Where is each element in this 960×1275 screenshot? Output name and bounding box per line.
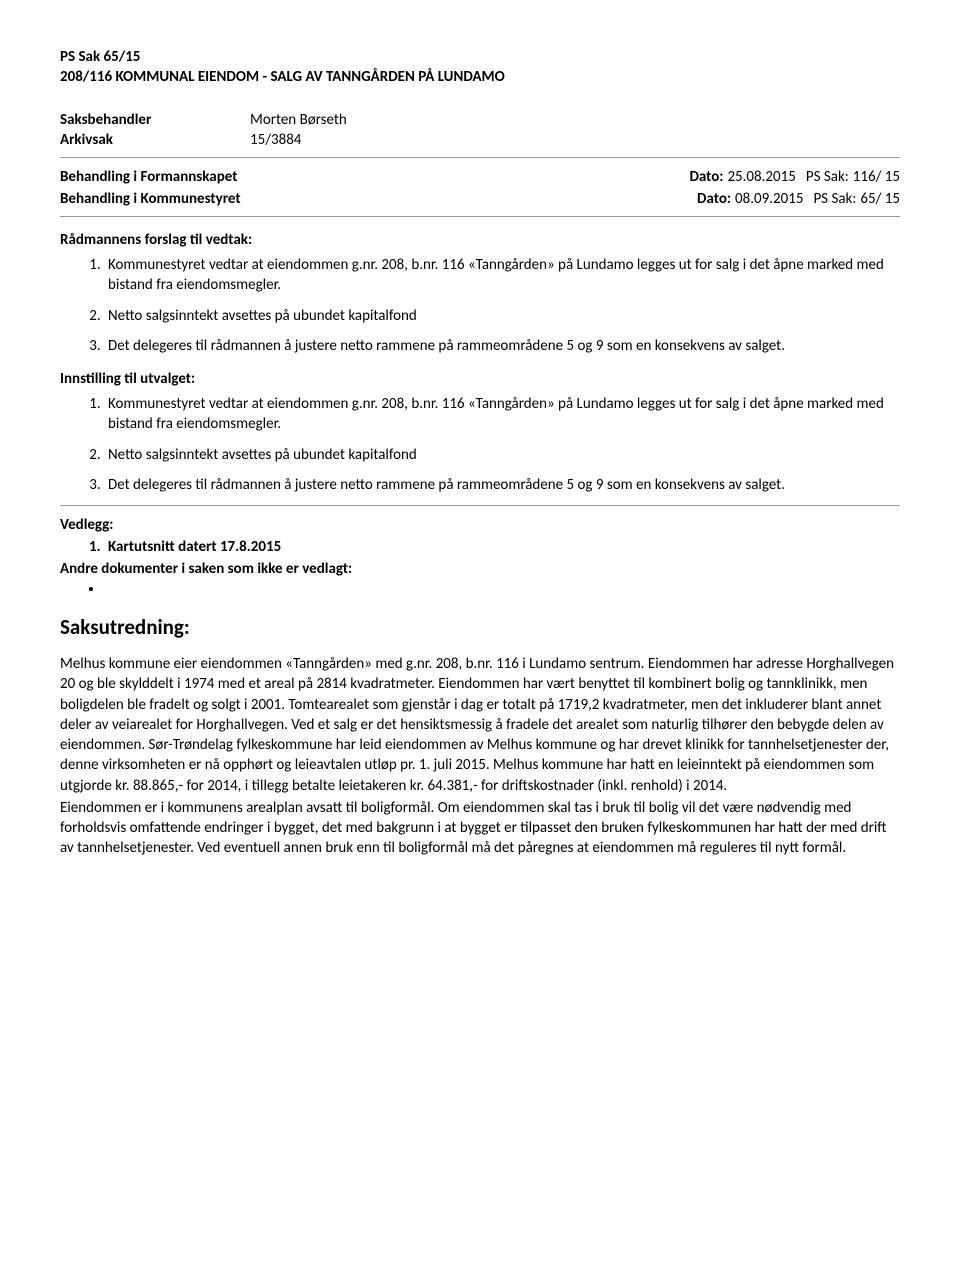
body-paragraph: Melhus kommune eier eiendommen «Tanngård…	[60, 654, 900, 796]
list-item: Kartutsnitt datert 17.8.2015	[104, 538, 900, 556]
list-item: Kommunestyret vedtar at eiendommen g.nr.…	[104, 255, 900, 296]
processing-row: Behandling i Kommunestyret Dato: 08.09.2…	[60, 190, 900, 208]
date-label: Dato:	[689, 168, 723, 186]
sak-label: PS Sak:	[806, 168, 849, 186]
list-item: Det delegeres til rådmannen å justere ne…	[104, 336, 900, 356]
handler-label: Saksbehandler	[60, 111, 250, 129]
radmann-list: Kommunestyret vedtar at eiendommen g.nr.…	[60, 255, 900, 356]
divider	[60, 216, 900, 217]
list-item: Kommunestyret vedtar at eiendommen g.nr.…	[104, 394, 900, 435]
sak-label: PS Sak:	[813, 190, 856, 208]
radmann-heading: Rådmannens forslag til vedtak:	[60, 231, 900, 249]
innstilling-list: Kommunestyret vedtar at eiendommen g.nr.…	[60, 394, 900, 495]
list-item: Netto salgsinntekt avsettes på ubundet k…	[104, 445, 900, 465]
processing-body: Behandling i Formannskapet	[60, 168, 237, 186]
processing-row: Behandling i Formannskapet Dato: 25.08.2…	[60, 168, 900, 186]
date-value: 25.08.2015	[727, 168, 795, 186]
andre-heading: Andre dokumenter i saken som ikke er ved…	[60, 560, 900, 578]
archive-label: Arkivsak	[60, 131, 250, 149]
date-value: 08.09.2015	[735, 190, 803, 208]
archive-value: 15/3884	[250, 131, 301, 149]
list-item: Det delegeres til rådmannen å justere ne…	[104, 475, 900, 495]
document-header: PS Sak 65/15 208/116 KOMMUNAL EIENDOM - …	[60, 48, 900, 87]
case-subject: 208/116 KOMMUNAL EIENDOM - SALG AV TANNG…	[60, 68, 900, 88]
innstilling-heading: Innstilling til utvalget:	[60, 370, 900, 388]
saksutredning-heading: Saksutredning:	[60, 614, 900, 640]
vedlegg-heading: Vedlegg:	[60, 516, 900, 534]
divider	[60, 505, 900, 506]
date-label: Dato:	[697, 190, 731, 208]
sak-value: 116/ 15	[853, 168, 900, 186]
handler-value: Morten Børseth	[250, 111, 347, 129]
case-number: PS Sak 65/15	[60, 48, 900, 68]
andre-list	[60, 580, 900, 598]
case-info: Saksbehandler Morten Børseth Arkivsak 15…	[60, 111, 900, 149]
divider	[60, 157, 900, 158]
processing-table: Behandling i Formannskapet Dato: 25.08.2…	[60, 168, 900, 208]
sak-value: 65/ 15	[860, 190, 900, 208]
vedlegg-list: Kartutsnitt datert 17.8.2015	[60, 538, 900, 556]
body-paragraph: Eiendommen er i kommunens arealplan avsa…	[60, 798, 900, 859]
list-item	[104, 580, 900, 598]
list-item: Netto salgsinntekt avsettes på ubundet k…	[104, 306, 900, 326]
processing-body: Behandling i Kommunestyret	[60, 190, 241, 208]
